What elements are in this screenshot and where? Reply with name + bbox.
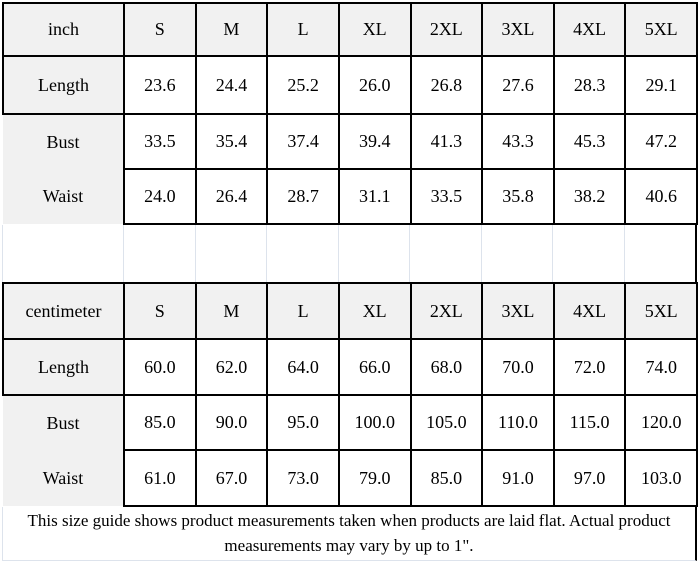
measure-label-cell: Bust [3, 113, 125, 169]
measure-label-cell: Waist [3, 169, 125, 224]
size-header-cell: S [123, 282, 197, 340]
measurement-value-cell: 35.4 [194, 113, 269, 170]
size-header-cell: 4XL [552, 282, 627, 340]
measurement-value-cell: 26.4 [194, 168, 269, 225]
measurement-value-cell: 40.6 [624, 168, 698, 225]
measurement-value-cell: 39.4 [337, 113, 412, 170]
measurement-value-cell: 90.0 [194, 394, 269, 451]
measurement-value-cell: 60.0 [123, 338, 197, 396]
measurement-value-cell: 115.0 [552, 394, 627, 451]
size-header-cell: L [266, 282, 340, 340]
measurement-value-cell: 28.7 [266, 168, 340, 225]
size-guide-note: This size guide shows product measuremen… [2, 507, 697, 561]
spacer-cell [337, 225, 410, 282]
measurement-value-cell: 33.5 [123, 113, 197, 170]
measurement-value-cell: 47.2 [624, 113, 698, 170]
measurement-value-cell: 45.3 [552, 113, 627, 170]
size-header-cell: S [123, 2, 197, 57]
measurement-value-cell: 72.0 [552, 338, 627, 396]
measurement-value-cell: 35.8 [481, 168, 555, 225]
measurement-value-cell: 31.1 [337, 168, 412, 225]
measurement-value-cell: 68.0 [409, 338, 484, 396]
size-header-cell: 4XL [552, 2, 627, 57]
measurement-value-cell: 95.0 [266, 394, 340, 451]
measurement-value-cell: 61.0 [123, 449, 197, 507]
measurement-value-cell: 28.3 [552, 55, 627, 115]
measurement-value-cell: 73.0 [266, 449, 340, 507]
measurement-value-cell: 38.2 [552, 168, 627, 225]
measurement-value-cell: 26.8 [409, 55, 484, 115]
measurement-value-cell: 85.0 [409, 449, 484, 507]
size-header-cell: 2XL [409, 282, 484, 340]
measure-label-cell: Length [2, 338, 125, 396]
measurement-value-cell: 25.2 [266, 55, 340, 115]
measurement-value-cell: 85.0 [123, 394, 197, 451]
size-header-cell: 5XL [624, 2, 698, 57]
size-header-cell: 2XL [409, 2, 484, 57]
size-header-cell: M [194, 2, 269, 57]
measurement-value-cell: 110.0 [481, 394, 555, 451]
measurement-value-cell: 100.0 [337, 394, 412, 451]
measurement-value-cell: 74.0 [624, 338, 698, 396]
measure-label-cell: Length [2, 55, 125, 115]
size-header-cell: 3XL [481, 282, 555, 340]
spacer-cell [2, 225, 123, 282]
measurement-value-cell: 33.5 [409, 168, 484, 225]
size-header-cell: L [266, 2, 340, 57]
measurement-value-cell: 70.0 [481, 338, 555, 396]
measurement-value-cell: 120.0 [624, 394, 698, 451]
measurement-value-cell: 26.0 [337, 55, 412, 115]
spacer-cell [409, 225, 481, 282]
spacer-row [2, 225, 697, 282]
measurement-value-cell: 91.0 [481, 449, 555, 507]
size-header-cell: 5XL [624, 282, 698, 340]
measurement-value-cell: 79.0 [337, 449, 412, 507]
size-header-cell: M [194, 282, 269, 340]
size-table-inch: inch S M L XL 2XL 3XL 4XL 5XL Length 23.6 24.4 25.2 2… [2, 2, 698, 225]
spacer-cell [552, 225, 624, 282]
measure-label-cell: Waist [3, 450, 125, 506]
unit-header-cell: centimeter [2, 282, 125, 340]
measurement-value-cell: 97.0 [552, 449, 627, 507]
measurement-value-cell: 66.0 [337, 338, 412, 396]
spacer-cell [623, 225, 696, 282]
note-line-2: measurements may vary by up to 1". [224, 535, 474, 555]
measurement-value-cell: 24.0 [123, 168, 197, 225]
measurement-value-cell: 37.4 [266, 113, 340, 170]
measurement-value-cell: 23.6 [123, 55, 197, 115]
measurement-value-cell: 105.0 [409, 394, 484, 451]
spacer-cell [194, 225, 267, 282]
measurement-value-cell: 62.0 [194, 338, 269, 396]
spacer-cell [266, 225, 338, 282]
measurement-value-cell: 29.1 [624, 55, 698, 115]
size-header-cell: 3XL [481, 2, 555, 57]
size-header-cell: XL [337, 282, 412, 340]
measurement-value-cell: 24.4 [194, 55, 269, 115]
measurement-value-cell: 27.6 [481, 55, 555, 115]
measurement-value-cell: 64.0 [266, 338, 340, 396]
spacer-cell [123, 225, 195, 282]
unit-header-cell: inch [2, 2, 125, 57]
measurement-value-cell: 67.0 [194, 449, 269, 507]
note-line-1: This size guide shows product measuremen… [27, 510, 671, 530]
measurement-value-cell: 103.0 [624, 449, 698, 507]
measurement-value-cell: 43.3 [481, 113, 555, 170]
measure-label-cell: Bust [3, 394, 125, 450]
spacer-cell [480, 225, 553, 282]
measurement-value-cell: 41.3 [409, 113, 484, 170]
size-header-cell: XL [337, 2, 412, 57]
size-table-centimeter: centimeter S M L XL 2XL 3XL 4XL 5XL Length 60.0 62.… [2, 282, 698, 507]
